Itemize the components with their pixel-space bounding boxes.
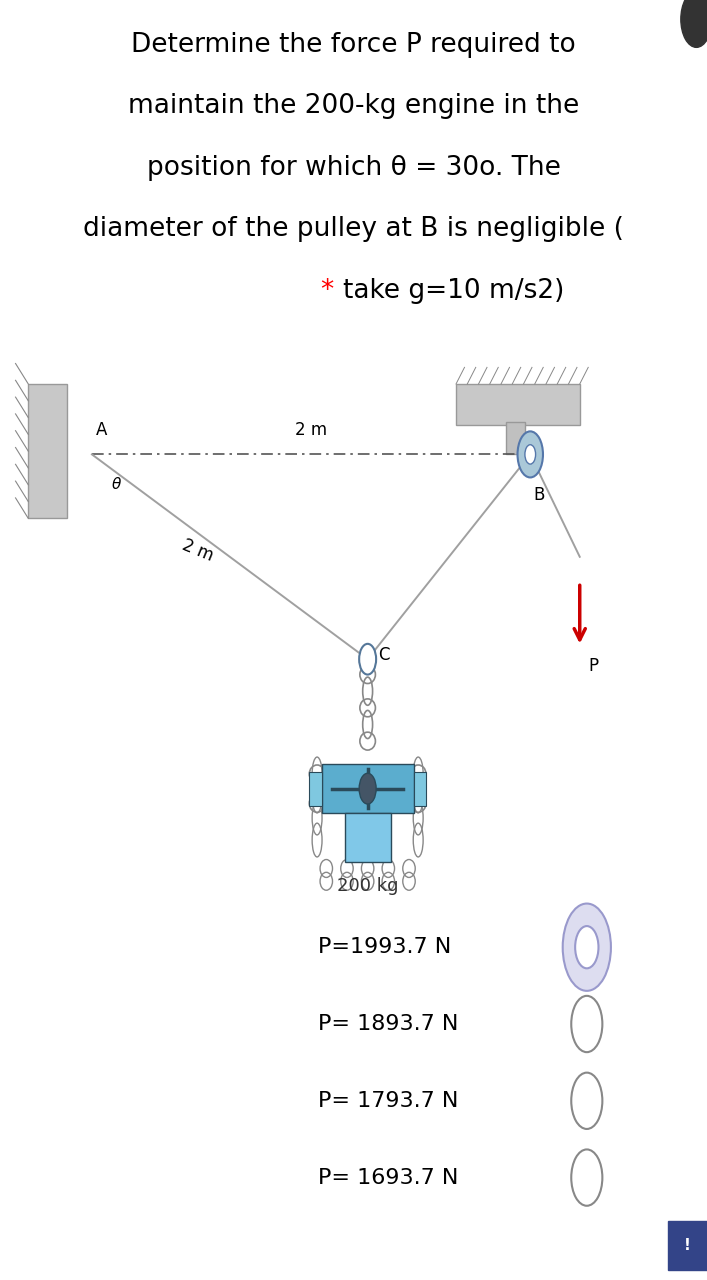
Bar: [414, 772, 426, 806]
Text: B: B: [534, 486, 545, 504]
Circle shape: [571, 996, 602, 1052]
Text: P=1993.7 N: P=1993.7 N: [318, 937, 451, 957]
Bar: [322, 764, 414, 813]
Circle shape: [563, 904, 611, 991]
Circle shape: [359, 773, 376, 804]
Text: maintain the 200-kg engine in the: maintain the 200-kg engine in the: [128, 93, 579, 119]
Text: 2 m: 2 m: [295, 421, 327, 439]
Text: C: C: [378, 646, 390, 664]
Text: P= 1693.7 N: P= 1693.7 N: [318, 1167, 459, 1188]
Bar: [506, 422, 525, 454]
Bar: [345, 813, 390, 863]
Bar: [456, 384, 580, 425]
Text: 2 m: 2 m: [180, 536, 216, 564]
Text: P: P: [588, 657, 598, 675]
Circle shape: [362, 652, 373, 672]
Circle shape: [575, 925, 598, 968]
Text: P= 1793.7 N: P= 1793.7 N: [318, 1091, 459, 1111]
Circle shape: [571, 1073, 602, 1129]
Text: position for which θ = 30o. The: position for which θ = 30o. The: [146, 155, 561, 180]
Text: θ: θ: [112, 477, 121, 493]
Text: P= 1893.7 N: P= 1893.7 N: [318, 1014, 459, 1034]
Text: 200 kg: 200 kg: [337, 878, 398, 896]
Circle shape: [571, 1149, 602, 1206]
Circle shape: [681, 0, 707, 47]
Text: diameter of the pulley at B is negligible (: diameter of the pulley at B is negligibl…: [83, 216, 624, 242]
Bar: [28, 384, 67, 518]
Text: take g=10 m/s2): take g=10 m/s2): [343, 278, 564, 303]
Bar: [309, 772, 322, 806]
Circle shape: [359, 644, 376, 675]
Text: A: A: [95, 421, 107, 439]
Text: Determine the force P required to: Determine the force P required to: [131, 32, 576, 58]
Bar: [668, 1221, 707, 1270]
Circle shape: [518, 431, 543, 477]
Circle shape: [525, 444, 536, 465]
Text: *: *: [321, 278, 343, 303]
Text: !: !: [684, 1238, 691, 1253]
